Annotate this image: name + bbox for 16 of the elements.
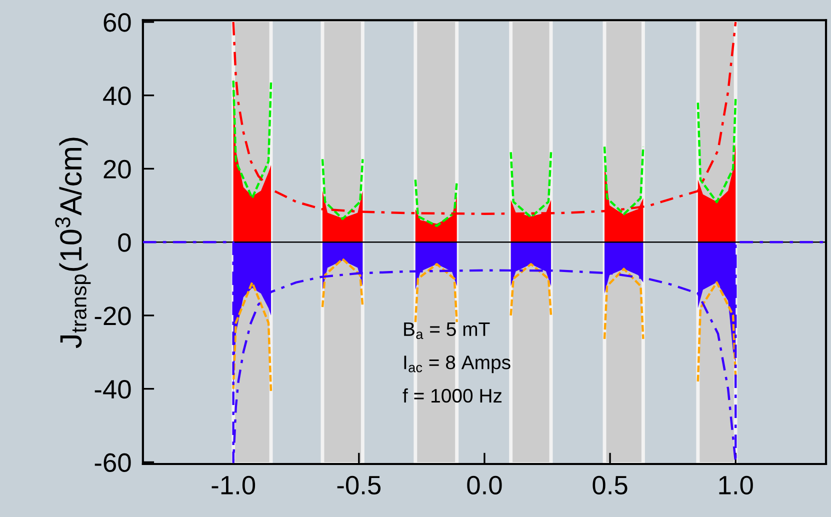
annotation: I$_{ac}$ = 8 Amps <box>404 356 510 374</box>
y-tick-label: -40 <box>94 380 131 399</box>
y-tick-label: 0 <box>118 233 131 252</box>
y-tick-label: 40 <box>103 86 131 106</box>
y-tick-label: -20 <box>94 306 131 326</box>
annotation: f = 1000 Hz <box>402 388 502 403</box>
x-tick-label: 0.5 <box>592 476 628 494</box>
y-tick-label: 60 <box>104 13 131 32</box>
x-tick-label: -1.0 <box>212 476 256 494</box>
x-tick-label: 1.0 <box>719 476 753 494</box>
y-tick-label: 20 <box>104 160 131 179</box>
x-tick-label: 0.0 <box>467 476 502 494</box>
y-tick-label: -60 <box>94 453 131 472</box>
y-axis-title: J$_{transp}$(10$^{3}$A/cm) <box>55 138 91 348</box>
annotation: B$_{a}$ = 5 mT <box>404 322 490 340</box>
x-tick-label: -0.5 <box>337 476 381 494</box>
